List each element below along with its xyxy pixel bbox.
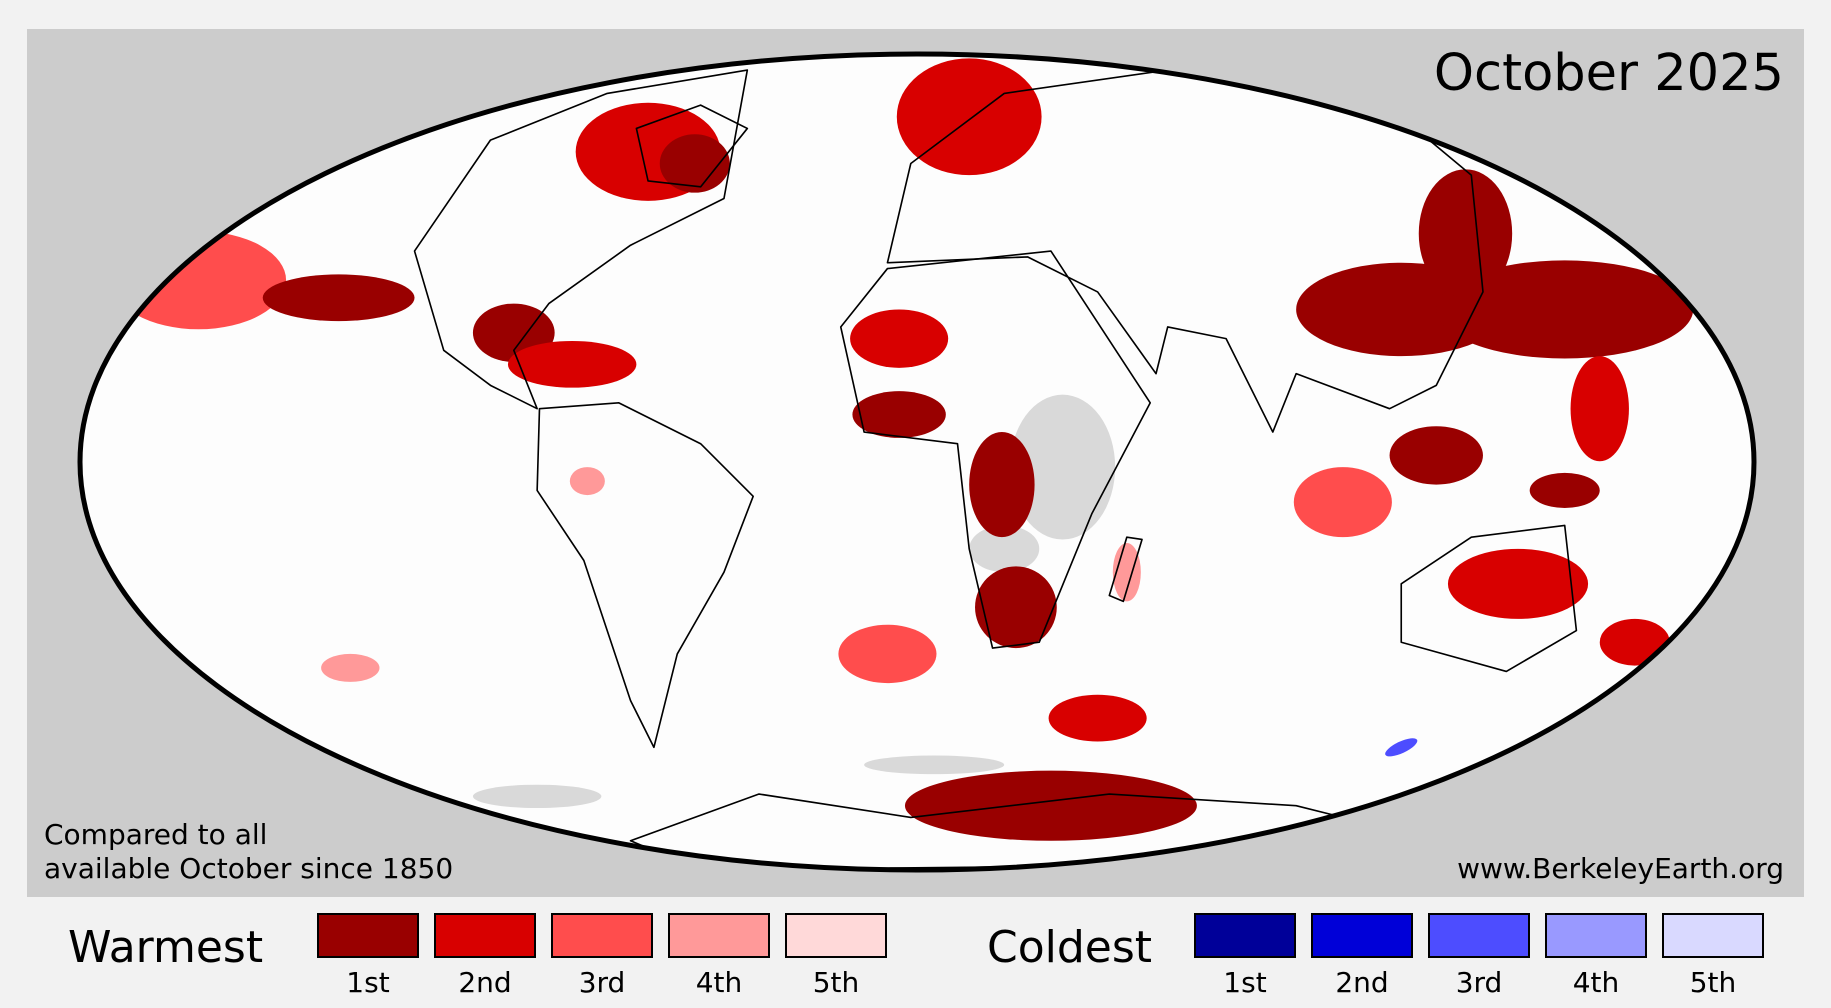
anomaly-region <box>1385 738 1418 757</box>
globe <box>80 54 1754 870</box>
legend: 1st 2nd 3rd 4th 5th 1st 2nd 3rd 4th 5th <box>317 913 1764 999</box>
anomaly-region <box>262 274 415 322</box>
no-data <box>472 784 602 809</box>
land-outline <box>1108 536 1143 603</box>
legend-swatch <box>1545 913 1647 958</box>
legend-swatch <box>434 913 536 958</box>
note: available October since 1850 <box>44 852 453 885</box>
legend-label: 1st <box>1223 966 1266 999</box>
anomaly-region <box>850 309 949 368</box>
land-outline <box>839 250 1152 649</box>
anomaly-region <box>1112 542 1141 602</box>
legend-label: 3rd <box>579 966 626 999</box>
land-outline <box>635 104 749 188</box>
anomaly-region <box>1048 694 1147 742</box>
anomaly-region <box>1418 169 1513 298</box>
legend-swatch <box>317 913 419 958</box>
legend-label: 3rd <box>1456 966 1503 999</box>
no-data <box>864 755 1005 775</box>
anomaly-region <box>1529 472 1600 508</box>
anomaly-region <box>1436 260 1694 359</box>
globe-border <box>77 51 1757 873</box>
legend-label: 5th <box>813 966 860 999</box>
land-outline <box>1400 524 1578 673</box>
legend-swatch <box>668 913 770 958</box>
anomaly-region <box>1389 426 1483 485</box>
anomaly-region <box>975 566 1057 649</box>
land-outline <box>536 402 754 749</box>
legend-swatch <box>1194 913 1296 958</box>
anomaly-region <box>1570 356 1629 462</box>
anomaly-region <box>852 391 946 438</box>
legend-label: 4th <box>696 966 743 999</box>
anomaly-region <box>659 134 730 193</box>
legend-title: Coldest <box>987 922 1152 973</box>
source: www.BerkeleyEarth.org <box>1457 852 1784 885</box>
anomaly-region <box>838 624 937 684</box>
legend-swatch <box>1311 913 1413 958</box>
legend-label: 5th <box>1690 966 1737 999</box>
anomaly-region <box>569 467 605 496</box>
legend-label: 2nd <box>1335 966 1388 999</box>
legend-label: 1st <box>346 966 389 999</box>
legend-label: 2nd <box>458 966 511 999</box>
legend-swatch <box>1428 913 1530 958</box>
no-data <box>969 525 1040 573</box>
land-outline <box>413 69 749 410</box>
anomaly-region <box>1447 548 1589 619</box>
legend-swatch <box>785 913 887 958</box>
no-data <box>1010 394 1116 540</box>
legend-title: Warmest <box>68 922 263 973</box>
anomaly-region <box>969 432 1035 538</box>
anomaly-region <box>904 770 1197 841</box>
legend-swatch <box>1662 913 1764 958</box>
note: Compared to all <box>44 818 267 851</box>
anomaly-region <box>507 340 637 388</box>
map-title: October 2025 <box>1434 44 1784 103</box>
land-outline <box>886 69 1484 433</box>
legend-label: 4th <box>1573 966 1620 999</box>
legend-swatch <box>551 913 653 958</box>
anomaly-region <box>321 653 380 682</box>
anomaly-region <box>1293 467 1392 538</box>
